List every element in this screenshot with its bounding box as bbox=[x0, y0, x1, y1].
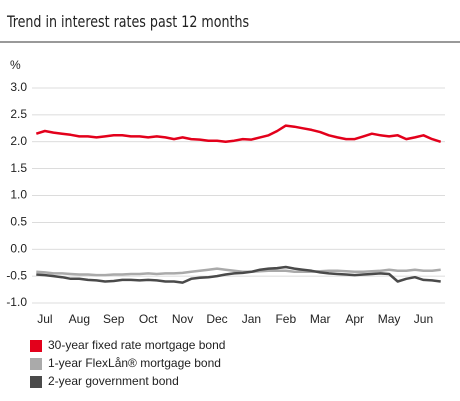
x-tick-label: Jan bbox=[242, 312, 261, 326]
x-tick-label: Dec bbox=[206, 312, 227, 326]
chart-title: Trend in interest rates past 12 months bbox=[6, 12, 249, 31]
y-tick-label: 1.5 bbox=[10, 161, 27, 175]
legend-label: 2-year government bond bbox=[48, 374, 179, 388]
x-tick-label: Feb bbox=[275, 312, 296, 326]
x-tick-label: Jun bbox=[414, 312, 433, 326]
series-line bbox=[36, 265, 441, 284]
x-tick-label: May bbox=[378, 312, 401, 326]
y-tick-label: -0.5 bbox=[6, 268, 27, 282]
y-axis-label: % bbox=[10, 58, 21, 72]
x-tick-label: Nov bbox=[172, 312, 193, 326]
x-tick-label: Jul bbox=[37, 312, 52, 326]
legend-label: 1-year FlexLån® mortgage bond bbox=[48, 356, 221, 370]
legend-label: 30-year fixed rate mortgage bond bbox=[48, 338, 225, 352]
series-line bbox=[35, 124, 442, 144]
series-line bbox=[36, 267, 441, 277]
x-tick-label: Mar bbox=[310, 312, 331, 326]
y-tick-label: 0.5 bbox=[10, 215, 27, 229]
legend-swatch bbox=[30, 340, 42, 352]
x-tick-label: Apr bbox=[345, 312, 364, 326]
y-tick-label: -1.0 bbox=[6, 295, 27, 309]
x-tick-label: Oct bbox=[139, 312, 158, 326]
y-tick-label: 2.5 bbox=[10, 107, 27, 121]
x-tick-label: Aug bbox=[69, 312, 90, 326]
legend-swatch bbox=[30, 376, 42, 388]
y-tick-label: 2.0 bbox=[10, 134, 27, 148]
x-tick-label: Sep bbox=[103, 312, 125, 326]
y-tick-label: 0.0 bbox=[10, 241, 27, 255]
legend-swatch bbox=[30, 358, 42, 370]
y-tick-label: 3.0 bbox=[10, 80, 27, 94]
y-tick-label: 1.0 bbox=[10, 188, 27, 202]
